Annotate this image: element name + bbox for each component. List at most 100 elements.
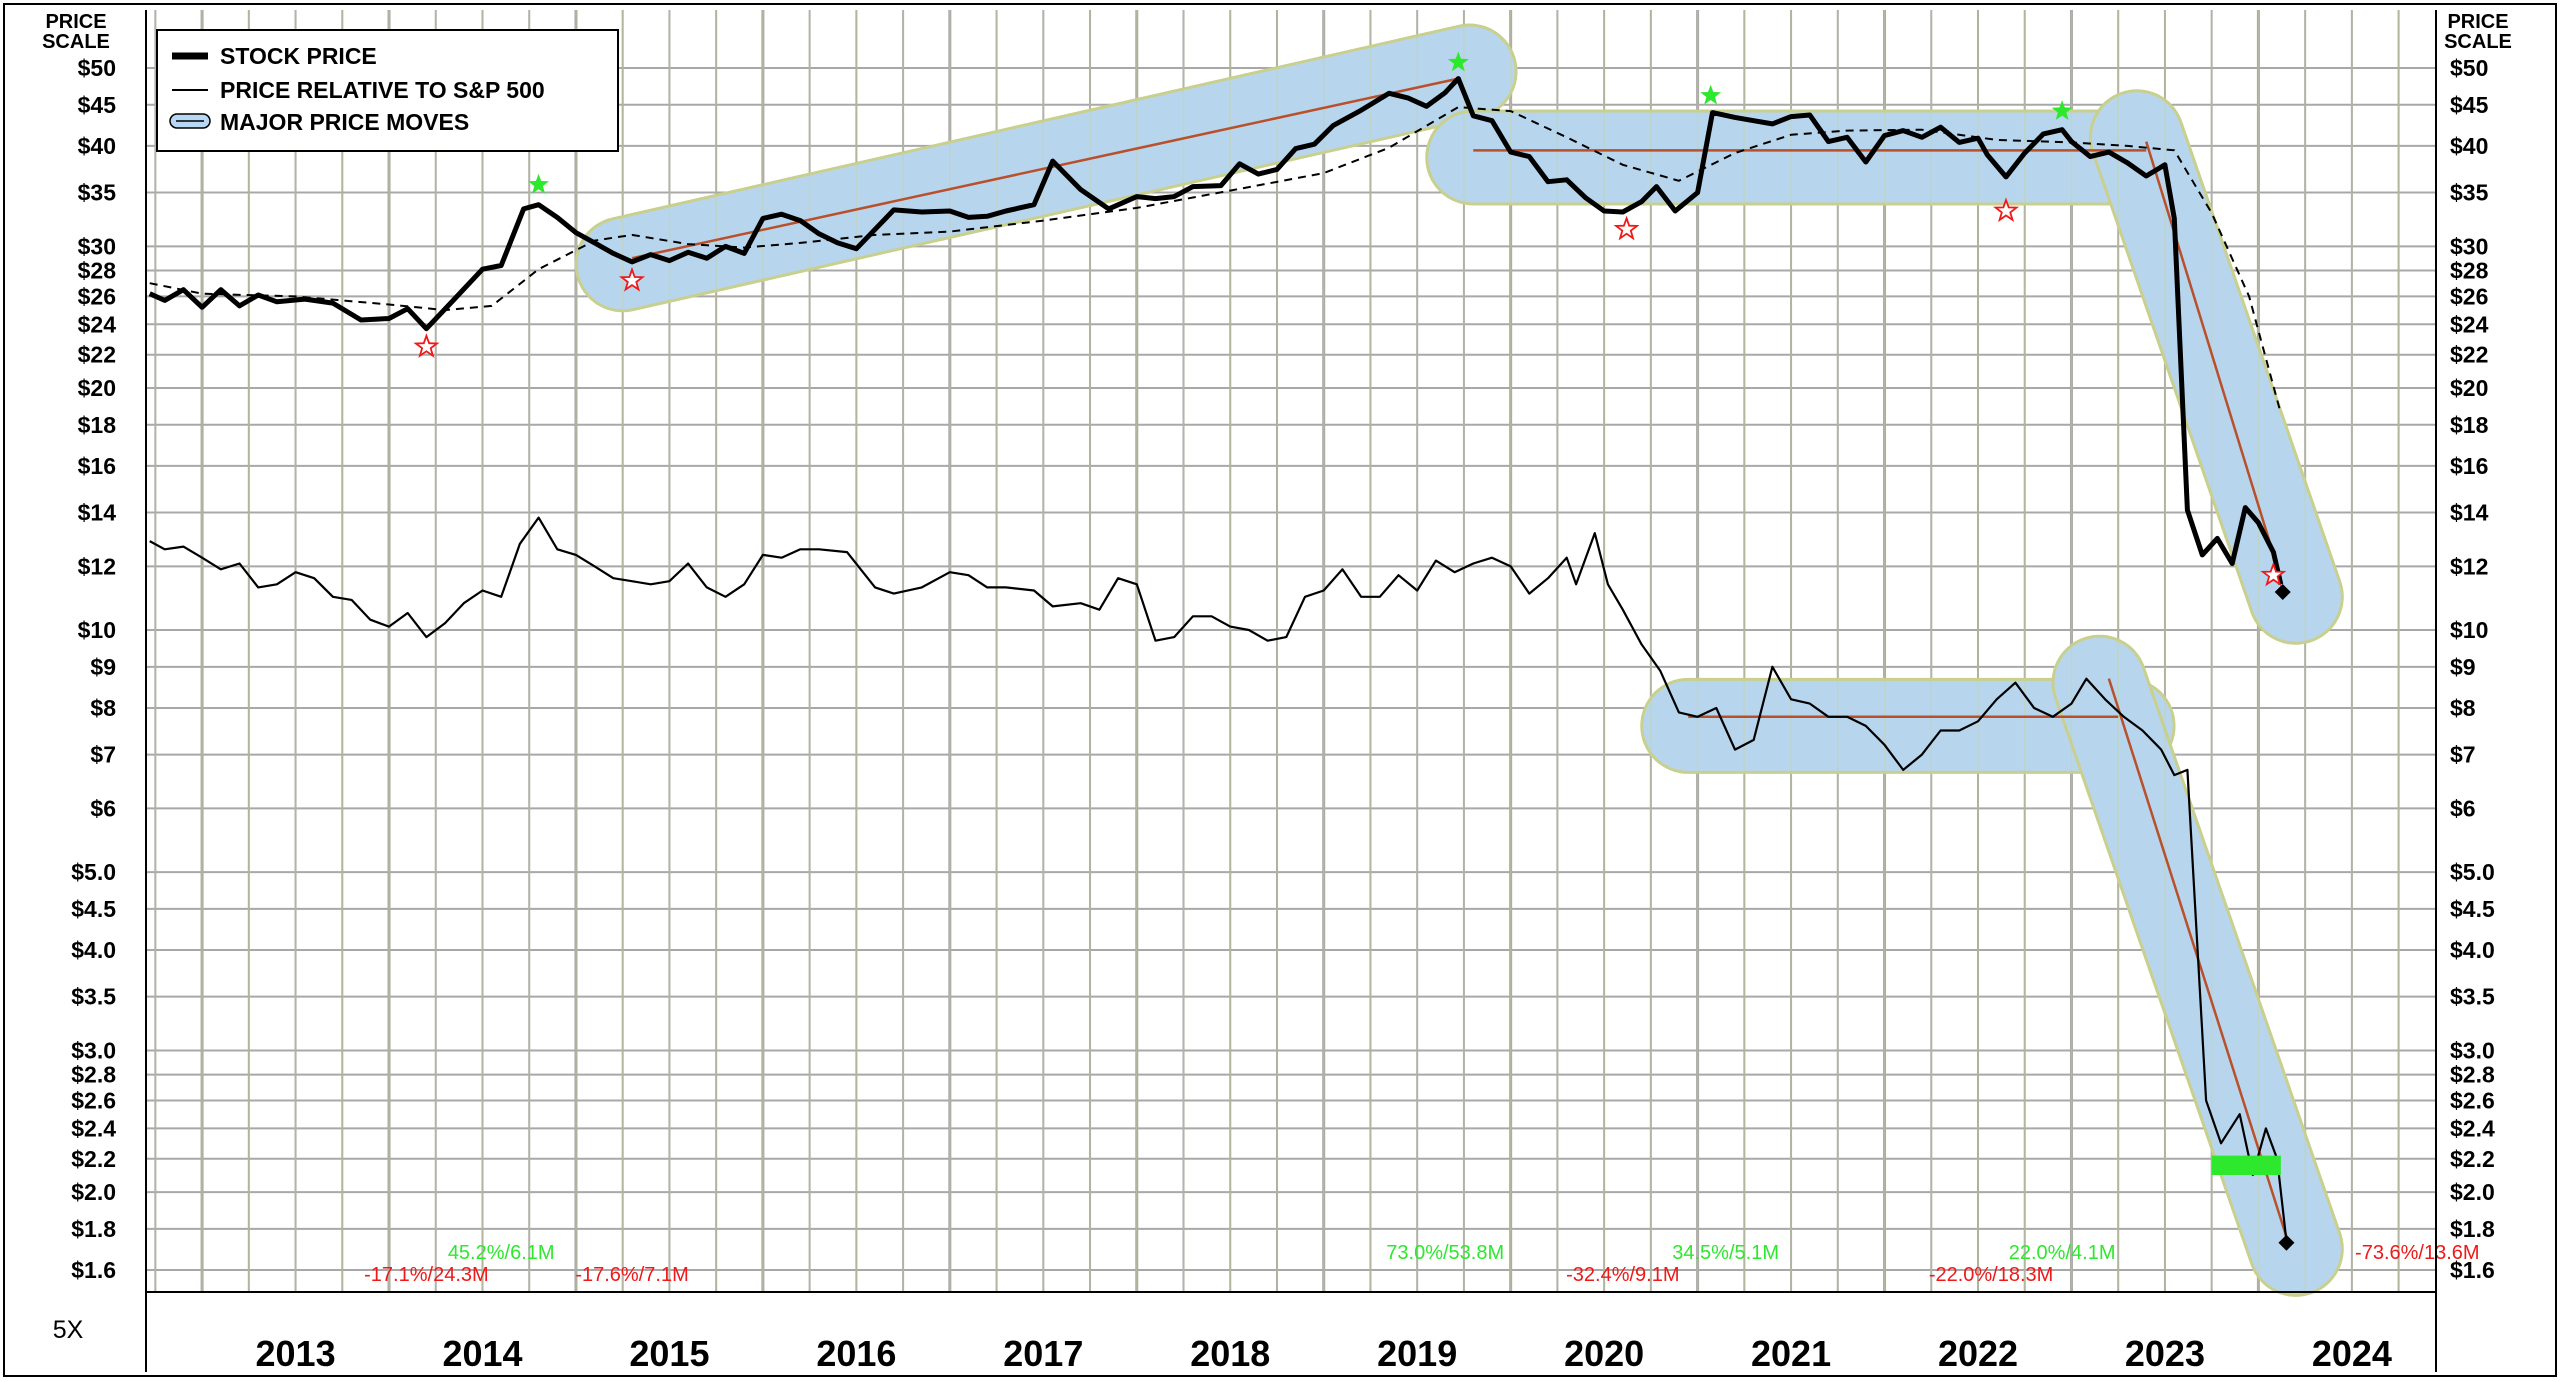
y-tick-label-left: $3.5 [71, 984, 116, 1010]
move-annotation: -32.4%/9.1M [1566, 1264, 1679, 1286]
y-tick-label-left: $4.0 [71, 937, 116, 963]
x-year-label: 2024 [2312, 1333, 2392, 1374]
green-block-marker [2211, 1155, 2281, 1176]
y-tick-label-right: $9 [2450, 654, 2476, 680]
y-tick-label-left: $18 [78, 412, 117, 438]
y-tick-labels: $50 $50$45 $45$40 $40$35 $35$30 $30$28 $28$26 $… [71, 55, 2495, 1283]
move-annotation: 22.0%/4.1M [2009, 1242, 2116, 1264]
multiplier-label: 5X [53, 1316, 84, 1344]
chart-frame [3, 3, 2557, 1377]
y-tick-label-right: $4.0 [2450, 937, 2495, 963]
price-scale-header-left-line2: SCALE [42, 31, 110, 53]
y-tick-label-left: $8 [90, 695, 116, 721]
y-tick-label-right: $30 [2450, 233, 2488, 259]
x-year-label: 2013 [256, 1333, 336, 1374]
y-tick-label-right: $10 [2450, 617, 2488, 643]
loss-star-marker [413, 333, 440, 358]
y-tick-label-right: $2.0 [2450, 1179, 2495, 1205]
y-tick-label-right: $2.8 [2450, 1062, 2495, 1088]
y-tick-label-left: $1.8 [71, 1216, 116, 1242]
series-line-stock [148, 76, 2284, 585]
x-year-label: 2021 [1751, 1333, 1831, 1374]
y-tick-label-left: $14 [78, 500, 117, 526]
series-line-moving-average [149, 106, 2282, 414]
x-year-label: 2022 [1938, 1333, 2018, 1374]
loss-star-marker [1993, 197, 2020, 223]
y-tick-label-left: $26 [78, 283, 116, 309]
y-tick-label-right: $5.0 [2450, 859, 2495, 885]
price-scale-header-right-line2: SCALE [2444, 31, 2512, 53]
y-tick-label-right: $28 [2450, 257, 2489, 283]
y-tick-label-left: $2.4 [71, 1115, 116, 1141]
price-scale-header-right-line1: PRICE [2447, 11, 2508, 33]
move-annotation: -17.6%/7.1M [575, 1264, 688, 1286]
legend-label-band: MAJOR PRICE MOVES [220, 109, 469, 135]
grid [146, 10, 2436, 1292]
y-tick-label-right: $2.6 [2450, 1087, 2495, 1113]
y-tick-label-left: $10 [78, 617, 116, 643]
y-tick-label-left: $2.8 [71, 1062, 116, 1088]
y-tick-label-right: $4.5 [2450, 896, 2495, 922]
x-year-labels: 2013 2014 2015 2016 2017 2018 2019 2020 2021 2022… [256, 1333, 2392, 1374]
move-annotation: -17.1%/24.3M [364, 1264, 489, 1286]
trend-line [2145, 141, 2283, 579]
price-scale-header-right: PRICE SCALE [2444, 11, 2512, 53]
y-tick-label-left: $22 [78, 342, 116, 368]
y-tick-label-right: $2.4 [2450, 1115, 2495, 1141]
y-tick-label-right: $3.5 [2450, 984, 2495, 1010]
loss-star-marker [2260, 561, 2287, 587]
y-tick-label-left: $1.6 [71, 1257, 116, 1283]
y-tick-label-left: $2.0 [71, 1179, 116, 1205]
y-tick-label-left: $50 [78, 55, 116, 81]
y-tick-label-right: $50 [2450, 55, 2488, 81]
annotations: 45.2%/6.1M-17.1%/24.3M -17.6%/7.1M 73.0%/5… [364, 1242, 2479, 1286]
y-tick-label-left: $6 [90, 795, 116, 821]
y-tick-label-left: $7 [90, 742, 116, 768]
move-annotation: 45.2%/6.1M [448, 1242, 555, 1264]
move-annotation: -73.6%/13.6M [2355, 1242, 2480, 1264]
y-tick-label-left: $2.6 [71, 1087, 116, 1113]
y-tick-label-right: $40 [2450, 133, 2488, 159]
y-tick-label-left: $3.0 [71, 1037, 116, 1063]
y-tick-label-right: $8 [2450, 695, 2476, 721]
loss-star-marker [619, 266, 646, 292]
x-year-label: 2018 [1190, 1333, 1270, 1374]
y-tick-label-right: $6 [2450, 795, 2476, 821]
y-tick-label-right: $45 [2450, 92, 2489, 118]
y-tick-label-left: $24 [78, 311, 117, 337]
x-year-label: 2020 [1564, 1333, 1644, 1374]
price-scale-header-left-line1: PRICE [45, 11, 106, 33]
y-tick-label-right: $24 [2450, 311, 2489, 337]
x-year-label: 2023 [2125, 1333, 2205, 1374]
move-annotation: -22.0%/18.3M [1929, 1264, 2054, 1286]
y-tick-label-right: $22 [2450, 342, 2488, 368]
y-tick-label-right: $18 [2450, 412, 2489, 438]
y-tick-label-right: $1.8 [2450, 1216, 2495, 1242]
y-tick-label-left: $16 [78, 453, 116, 479]
series-line-relative [149, 516, 2288, 1241]
legend-label-stock-price: STOCK PRICE [220, 43, 377, 69]
y-tick-label-left: $9 [90, 654, 116, 680]
series-lines [148, 76, 2288, 1241]
x-year-label: 2014 [442, 1333, 522, 1374]
y-tick-label-left: $30 [78, 233, 116, 259]
y-tick-label-right: $7 [2450, 742, 2476, 768]
trend-line [631, 77, 1459, 260]
end-diamond-marker [2278, 1234, 2295, 1251]
y-tick-label-left: $12 [78, 553, 116, 579]
y-tick-label-right: $16 [2450, 453, 2488, 479]
legend-label-relative: PRICE RELATIVE TO S&P 500 [220, 77, 545, 103]
gain-star-marker [1447, 51, 1469, 72]
gain-star-marker [1700, 84, 1722, 105]
y-tick-label-left: $35 [78, 180, 117, 206]
y-tick-label-right: $3.0 [2450, 1037, 2495, 1063]
x-year-label: 2016 [816, 1333, 896, 1374]
x-year-label: 2019 [1377, 1333, 1457, 1374]
y-tick-label-left: $2.2 [71, 1146, 116, 1172]
legend-box [156, 29, 619, 152]
y-tick-label-right: $1.6 [2450, 1257, 2495, 1283]
y-tick-label-right: $12 [2450, 553, 2488, 579]
y-tick-label-left: $45 [78, 92, 117, 118]
y-tick-label-left: $20 [78, 375, 116, 401]
